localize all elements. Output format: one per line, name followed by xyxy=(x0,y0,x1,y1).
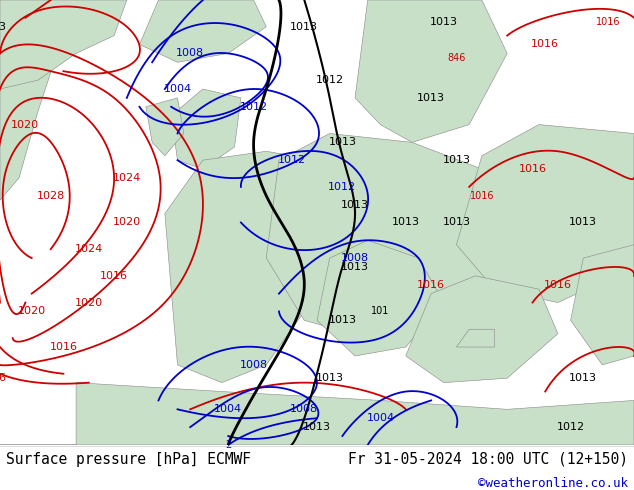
Text: 1013: 1013 xyxy=(569,218,597,227)
Text: 1013: 1013 xyxy=(443,218,470,227)
Text: 1020: 1020 xyxy=(11,120,39,129)
Text: 1016: 1016 xyxy=(597,17,621,27)
Text: 1012: 1012 xyxy=(240,102,268,112)
Polygon shape xyxy=(456,124,634,302)
Text: 1013: 1013 xyxy=(328,316,356,325)
Text: 1013: 1013 xyxy=(316,373,344,383)
Text: 1004: 1004 xyxy=(214,404,242,415)
Polygon shape xyxy=(571,245,634,365)
Text: 1028: 1028 xyxy=(37,191,65,201)
Text: 1012: 1012 xyxy=(328,182,356,192)
Text: 1016: 1016 xyxy=(531,40,559,49)
Text: 1013: 1013 xyxy=(341,262,369,272)
Text: 13: 13 xyxy=(0,22,7,32)
Polygon shape xyxy=(165,151,349,383)
Text: 1013: 1013 xyxy=(303,422,331,432)
Text: 1012: 1012 xyxy=(316,75,344,85)
Text: ©weatheronline.co.uk: ©weatheronline.co.uk xyxy=(477,477,628,490)
Text: 1016: 1016 xyxy=(417,280,445,290)
Text: 846: 846 xyxy=(448,53,465,63)
Text: 1020: 1020 xyxy=(113,218,141,227)
Polygon shape xyxy=(266,133,507,338)
Text: 1013: 1013 xyxy=(417,93,445,103)
Polygon shape xyxy=(0,0,127,89)
Text: 1013: 1013 xyxy=(443,155,470,165)
Text: 1008: 1008 xyxy=(341,253,369,263)
Text: Fr 31-05-2024 18:00 UTC (12+150): Fr 31-05-2024 18:00 UTC (12+150) xyxy=(347,452,628,467)
Polygon shape xyxy=(406,276,558,383)
Text: 1013: 1013 xyxy=(569,373,597,383)
Text: 1016: 1016 xyxy=(544,280,572,290)
Text: 1008: 1008 xyxy=(240,360,268,370)
Text: 1016: 1016 xyxy=(49,342,77,352)
Text: 1012: 1012 xyxy=(557,422,585,432)
Text: 1020: 1020 xyxy=(18,306,46,317)
Text: 1016: 1016 xyxy=(100,271,128,281)
Text: 1013: 1013 xyxy=(430,17,458,27)
Text: 1016: 1016 xyxy=(519,164,547,174)
Text: 1012: 1012 xyxy=(278,155,306,165)
Text: 1013: 1013 xyxy=(290,22,318,32)
Text: 1008: 1008 xyxy=(290,404,318,415)
Text: 1008: 1008 xyxy=(176,49,204,58)
Polygon shape xyxy=(139,0,266,62)
Polygon shape xyxy=(317,240,444,356)
Text: 1024: 1024 xyxy=(113,173,141,183)
Text: 1013: 1013 xyxy=(392,218,420,227)
Text: 101: 101 xyxy=(372,306,389,317)
Polygon shape xyxy=(171,89,241,169)
Text: 1013: 1013 xyxy=(328,137,356,147)
Polygon shape xyxy=(0,0,57,200)
Text: 16: 16 xyxy=(0,373,7,383)
Text: 1004: 1004 xyxy=(164,84,191,94)
Text: 1020: 1020 xyxy=(75,297,103,308)
Text: Surface pressure [hPa] ECMWF: Surface pressure [hPa] ECMWF xyxy=(6,452,251,467)
Polygon shape xyxy=(355,0,507,143)
Text: 1016: 1016 xyxy=(470,191,494,201)
Text: 1004: 1004 xyxy=(366,413,394,423)
Text: 1013: 1013 xyxy=(341,199,369,210)
Polygon shape xyxy=(0,383,634,445)
Polygon shape xyxy=(146,98,184,156)
Polygon shape xyxy=(456,329,495,347)
Text: 1024: 1024 xyxy=(75,244,103,254)
Text: 2: 2 xyxy=(225,440,231,450)
